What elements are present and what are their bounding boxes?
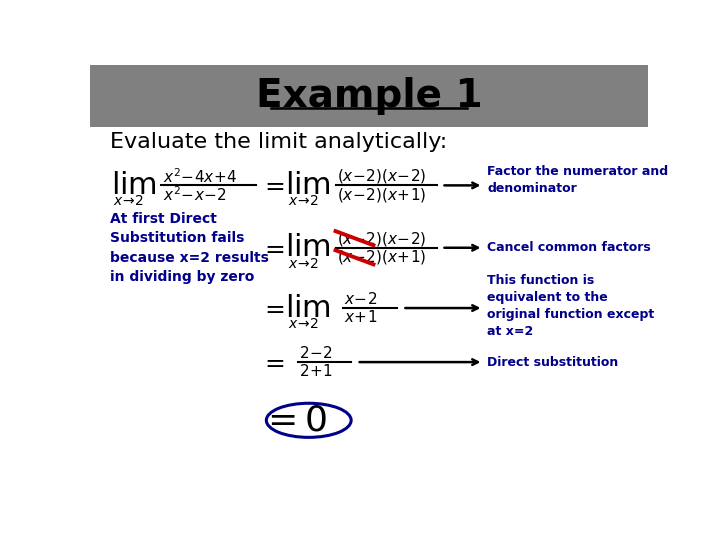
Text: $(x\!-\!2)(x\!-\!2)$: $(x\!-\!2)(x\!-\!2)$: [337, 230, 426, 248]
FancyBboxPatch shape: [90, 65, 648, 127]
Text: $=$: $=$: [260, 296, 285, 320]
Text: $x\!\rightarrow\!2$: $x\!\rightarrow\!2$: [114, 194, 144, 208]
Text: Direct substitution: Direct substitution: [487, 356, 618, 369]
Text: $2\!+\!1$: $2\!+\!1$: [300, 363, 333, 379]
Text: $(x\!-\!2)(x\!+\!1)$: $(x\!-\!2)(x\!+\!1)$: [337, 248, 426, 266]
Text: $=$: $=$: [260, 173, 285, 198]
Text: This function is
equivalent to the
original function except
at x=2: This function is equivalent to the origi…: [487, 274, 654, 338]
Text: $x^2\!-\!4x\!+\!4$: $x^2\!-\!4x\!+\!4$: [163, 167, 237, 186]
Text: $x^2\!-\!x\!-\!2$: $x^2\!-\!x\!-\!2$: [163, 185, 227, 204]
Text: $x\!\rightarrow\!2$: $x\!\rightarrow\!2$: [287, 317, 318, 331]
Text: Example 1: Example 1: [256, 77, 482, 115]
Text: $\lim$: $\lim$: [285, 233, 331, 262]
Text: Evaluate the limit analytically:: Evaluate the limit analytically:: [109, 132, 447, 152]
Text: $=$: $=$: [260, 236, 285, 260]
Text: $\lim$: $\lim$: [285, 294, 331, 322]
Text: $x\!-\!2$: $x\!-\!2$: [344, 291, 378, 307]
Text: $x\!+\!1$: $x\!+\!1$: [344, 309, 378, 325]
Text: $\lim$: $\lim$: [111, 171, 157, 200]
Text: Cancel common factors: Cancel common factors: [487, 241, 651, 254]
Text: $= 0$: $= 0$: [260, 403, 327, 437]
Text: Factor the numerator and
denominator: Factor the numerator and denominator: [487, 165, 668, 195]
Text: $\lim$: $\lim$: [285, 171, 331, 200]
Text: At first Direct
Substitution fails
because x=2 results
in dividing by zero: At first Direct Substitution fails becau…: [109, 212, 269, 284]
Text: $=$: $=$: [260, 350, 285, 374]
Text: $2\!-\!2$: $2\!-\!2$: [300, 345, 333, 361]
Text: $x\!\rightarrow\!2$: $x\!\rightarrow\!2$: [287, 256, 318, 271]
Text: $(x\!-\!2)(x\!-\!2)$: $(x\!-\!2)(x\!-\!2)$: [337, 167, 426, 185]
Text: $x\!\rightarrow\!2$: $x\!\rightarrow\!2$: [287, 194, 318, 208]
Text: $(x\!-\!2)(x\!+\!1)$: $(x\!-\!2)(x\!+\!1)$: [337, 186, 426, 204]
